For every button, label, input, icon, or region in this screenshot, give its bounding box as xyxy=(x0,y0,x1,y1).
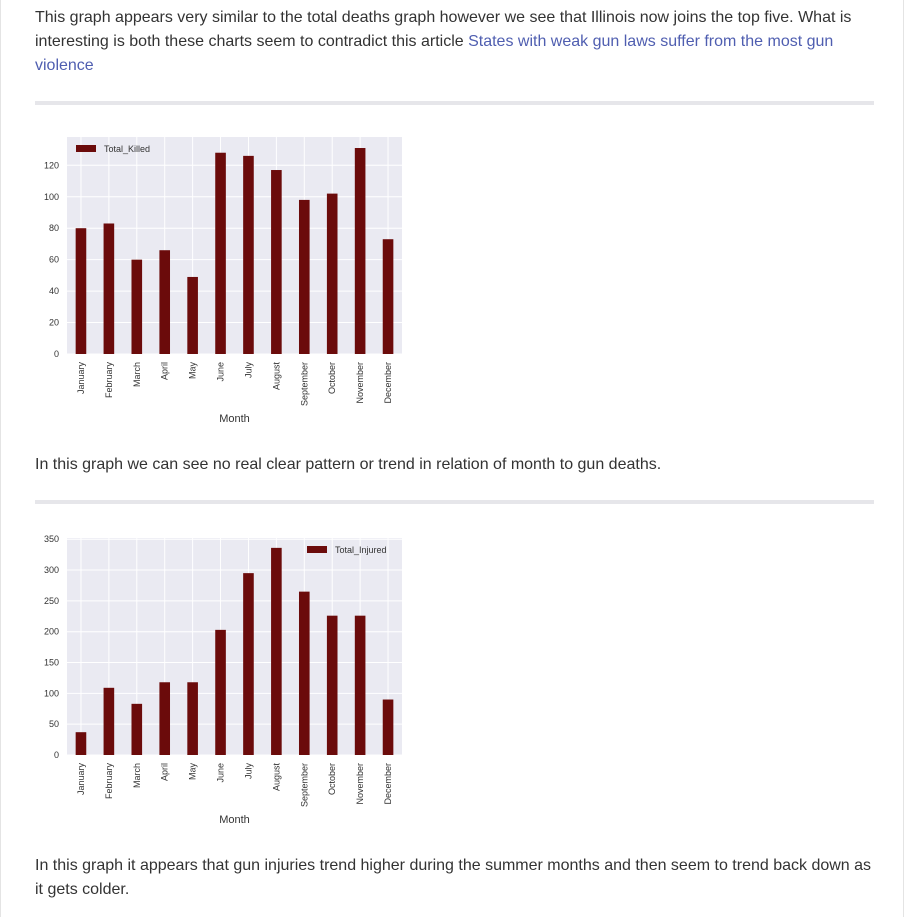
bar-august xyxy=(271,170,282,354)
bar-october xyxy=(326,193,338,354)
y-tick-label: 150 xyxy=(44,658,59,668)
x-tick-label: April xyxy=(160,763,170,781)
legend-swatch xyxy=(76,145,96,152)
y-tick-label: 40 xyxy=(49,286,59,296)
legend-label: Total_Injured xyxy=(335,545,387,555)
bar-july xyxy=(243,573,254,755)
bar-april xyxy=(159,250,171,354)
paragraph-intro-text: This graph appears very similar to the t… xyxy=(35,9,852,50)
bar-november xyxy=(354,615,366,755)
bar-may xyxy=(187,682,198,755)
x-tick-label: June xyxy=(216,362,226,382)
bar-december xyxy=(382,699,394,755)
y-tick-label: 250 xyxy=(44,596,59,606)
section-divider xyxy=(35,500,874,504)
bar-november xyxy=(354,148,366,354)
x-tick-label: September xyxy=(299,763,309,807)
y-tick-label: 50 xyxy=(49,719,59,729)
x-tick-label: February xyxy=(104,362,114,399)
bar-march xyxy=(131,259,143,354)
y-tick-label: 80 xyxy=(49,223,59,233)
x-tick-label: May xyxy=(188,763,198,781)
bar-february xyxy=(103,223,115,354)
y-tick-label: 100 xyxy=(44,688,59,698)
x-tick-label: August xyxy=(271,763,281,792)
bar-march xyxy=(131,703,143,755)
bar-september xyxy=(298,591,310,755)
y-tick-label: 60 xyxy=(49,255,59,265)
x-tick-label: April xyxy=(160,362,170,380)
bar-may xyxy=(187,276,198,354)
x-tick-label: July xyxy=(243,362,253,379)
x-tick-label: November xyxy=(355,362,365,404)
x-tick-label: February xyxy=(104,763,114,800)
y-tick-label: 350 xyxy=(44,534,59,544)
x-axis-label: Month xyxy=(219,413,250,425)
paragraph-intro: This graph appears very similar to the t… xyxy=(35,6,875,78)
x-tick-label: March xyxy=(132,763,142,788)
bar-january xyxy=(75,732,87,755)
article-link[interactable]: States with weak gun laws suffer from th… xyxy=(35,33,834,74)
x-tick-label: January xyxy=(76,763,86,796)
bar-april xyxy=(159,682,171,755)
y-tick-label: 200 xyxy=(44,627,59,637)
y-tick-label: 0 xyxy=(54,750,59,760)
x-tick-label: August xyxy=(271,362,281,391)
bar-june xyxy=(215,152,226,354)
bar-august xyxy=(271,547,282,755)
plot-background xyxy=(67,137,402,354)
legend-label: Total_Killed xyxy=(104,144,150,154)
section-divider xyxy=(35,101,874,105)
y-tick-label: 120 xyxy=(44,160,59,170)
bar-january xyxy=(75,228,87,354)
bar-october xyxy=(326,615,338,755)
y-tick-label: 300 xyxy=(44,565,59,575)
x-tick-label: October xyxy=(327,362,337,394)
x-tick-label: January xyxy=(76,362,86,395)
x-tick-label: September xyxy=(299,362,309,406)
bar-july xyxy=(243,155,254,354)
x-tick-label: May xyxy=(188,362,198,380)
y-tick-label: 0 xyxy=(54,349,59,359)
legend-swatch xyxy=(307,546,327,553)
y-tick-label: 100 xyxy=(44,192,59,202)
bar-september xyxy=(298,199,310,354)
injured-by-month-chart: 0 50 100 150 200 250 300 350 January February Marc… xyxy=(44,534,402,826)
x-tick-label: June xyxy=(216,763,226,783)
x-tick-label: November xyxy=(355,763,365,805)
bar-june xyxy=(215,629,226,755)
x-tick-label: December xyxy=(383,763,393,805)
paragraph-injured-comment: In this graph it appears that gun injuri… xyxy=(35,857,872,898)
bar-december xyxy=(382,239,394,354)
x-tick-label: July xyxy=(243,763,253,780)
x-tick-label: December xyxy=(383,362,393,404)
x-tick-label: October xyxy=(327,763,337,795)
x-axis-label: Month xyxy=(219,814,250,826)
killed-by-month-chart: 0 20 40 60 80 100 120 January February March April… xyxy=(44,137,402,425)
bar-february xyxy=(103,687,115,755)
plot-background xyxy=(67,538,402,755)
y-tick-label: 20 xyxy=(49,318,59,328)
x-tick-label: March xyxy=(132,362,142,387)
paragraph-killed-comment: In this graph we can see no real clear p… xyxy=(35,456,662,473)
